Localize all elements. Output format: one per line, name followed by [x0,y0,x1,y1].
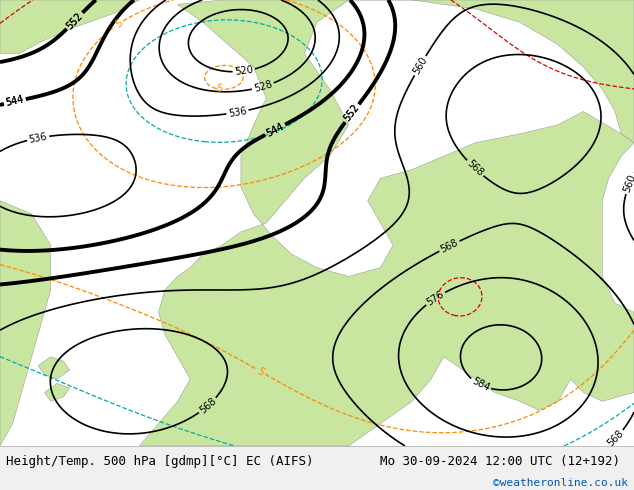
Text: 552: 552 [342,103,361,123]
Polygon shape [349,0,634,143]
Polygon shape [38,357,70,379]
Text: 544: 544 [264,121,286,139]
Text: 552: 552 [65,11,85,31]
Polygon shape [0,201,51,446]
Text: 536: 536 [228,106,247,119]
Text: 520: 520 [234,65,254,77]
Polygon shape [0,0,139,53]
Text: Height/Temp. 500 hPa [gdmp][°C] EC (AIFS): Height/Temp. 500 hPa [gdmp][°C] EC (AIFS… [6,455,314,468]
Text: 544: 544 [4,95,25,108]
Text: 552: 552 [342,103,361,123]
Text: 544: 544 [264,121,286,139]
Polygon shape [44,384,70,401]
Text: 584: 584 [470,376,491,393]
Polygon shape [139,0,634,446]
Text: 528: 528 [252,79,273,94]
Text: 560: 560 [622,173,634,194]
Text: 568: 568 [605,428,625,448]
Text: Mo 30-09-2024 12:00 UTC (12+192): Mo 30-09-2024 12:00 UTC (12+192) [380,455,621,468]
Text: 544: 544 [4,95,25,108]
Text: 5: 5 [113,18,124,30]
Text: 576: 576 [425,289,446,308]
Text: 5: 5 [256,366,266,377]
Text: 568: 568 [465,158,485,178]
Text: -5: -5 [213,83,224,95]
Text: 568: 568 [439,238,460,255]
Text: 536: 536 [28,131,48,145]
Text: 552: 552 [65,11,85,31]
Text: 568: 568 [198,396,218,416]
Text: 560: 560 [411,55,429,76]
Text: ©weatheronline.co.uk: ©weatheronline.co.uk [493,478,628,489]
